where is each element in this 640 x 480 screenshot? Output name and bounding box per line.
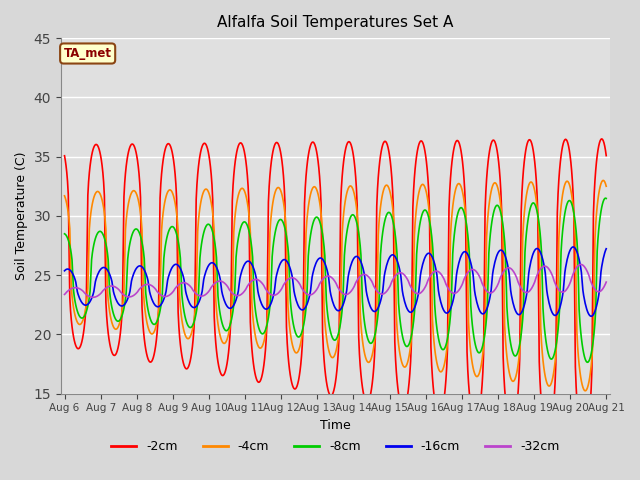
-32cm [380, 290, 388, 296]
-4cm [602, 183, 610, 189]
Y-axis label: Soil Temperature (C): Soil Temperature (C) [15, 152, 28, 280]
-2cm [61, 153, 68, 158]
-16cm [327, 292, 335, 298]
-8cm [180, 305, 188, 311]
-32cm [89, 294, 97, 300]
-8cm [380, 224, 387, 230]
Text: TA_met: TA_met [63, 47, 111, 60]
-4cm [600, 178, 607, 183]
-2cm [380, 140, 387, 145]
-2cm [580, 440, 588, 445]
Line: -2cm: -2cm [65, 139, 606, 443]
-8cm [61, 231, 68, 237]
-16cm [180, 274, 188, 280]
-2cm [180, 360, 188, 366]
-32cm [328, 275, 335, 280]
-32cm [577, 262, 584, 267]
-2cm [433, 409, 441, 415]
X-axis label: Time: Time [320, 419, 351, 432]
-2cm [203, 144, 211, 149]
-2cm [598, 136, 605, 142]
-8cm [433, 326, 441, 332]
-32cm [554, 285, 561, 290]
-4cm [61, 193, 68, 199]
-4cm [327, 353, 335, 359]
-16cm [380, 281, 387, 287]
-4cm [433, 360, 441, 366]
-16cm [588, 313, 595, 319]
-2cm [327, 393, 335, 398]
-32cm [204, 290, 211, 296]
-4cm [380, 187, 387, 193]
-16cm [433, 272, 441, 278]
-16cm [203, 266, 211, 272]
-16cm [602, 246, 610, 252]
Line: -16cm: -16cm [65, 247, 606, 316]
-16cm [553, 312, 561, 318]
-4cm [203, 186, 211, 192]
Legend: -2cm, -4cm, -8cm, -16cm, -32cm: -2cm, -4cm, -8cm, -16cm, -32cm [106, 435, 564, 458]
-16cm [569, 244, 577, 250]
-32cm [61, 291, 68, 297]
-8cm [602, 195, 610, 201]
Line: -8cm: -8cm [65, 198, 606, 362]
-4cm [180, 325, 188, 331]
-8cm [327, 330, 335, 336]
-8cm [203, 222, 211, 228]
-8cm [584, 360, 591, 365]
-4cm [553, 341, 561, 347]
-4cm [581, 388, 589, 394]
Line: -4cm: -4cm [65, 180, 606, 391]
-2cm [602, 153, 610, 158]
-32cm [180, 280, 188, 286]
-32cm [602, 279, 610, 285]
-32cm [434, 268, 442, 274]
Title: Alfalfa Soil Temperatures Set A: Alfalfa Soil Temperatures Set A [217, 15, 454, 30]
Line: -32cm: -32cm [65, 264, 606, 297]
-2cm [553, 286, 561, 291]
-8cm [553, 339, 561, 345]
-8cm [602, 195, 609, 201]
-16cm [61, 268, 68, 274]
